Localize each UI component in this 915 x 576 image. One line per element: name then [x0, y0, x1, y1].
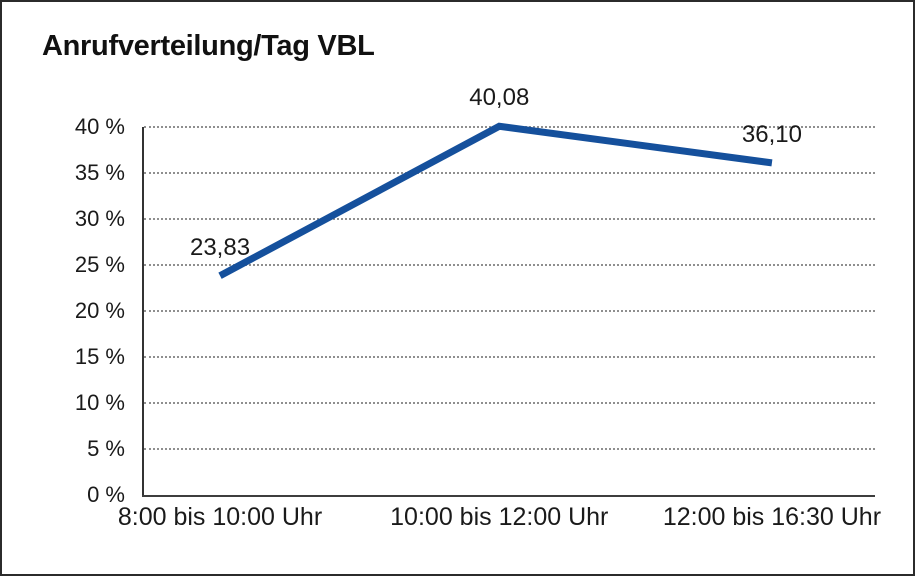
y-axis-tick-label: 15 %	[74, 344, 125, 369]
data-point-label: 36,10	[741, 120, 802, 148]
y-axis-tick-label: 25 %	[74, 252, 125, 277]
y-axis-tick-label: 20 %	[74, 298, 125, 323]
gridline	[144, 218, 875, 220]
gridline	[144, 172, 875, 174]
gridline	[144, 310, 875, 312]
x-axis-line	[142, 495, 875, 497]
y-axis-line	[142, 127, 144, 497]
y-axis-tick-label: 5 %	[87, 436, 125, 461]
gridline	[144, 448, 875, 450]
y-axis-tick-label: 10 %	[74, 390, 125, 415]
x-axis-category-label: 12:00 bis 16:30 Uhr	[662, 503, 882, 531]
gridline	[144, 402, 875, 404]
data-point-label: 23,83	[189, 233, 251, 261]
gridline	[144, 264, 875, 266]
data-point-label: 40,08	[469, 84, 530, 112]
y-axis-tick-label: 35 %	[74, 160, 125, 185]
y-axis-tick-label: 0 %	[87, 482, 125, 507]
y-axis-tick-label: 30 %	[74, 206, 125, 231]
x-axis-category-label: 8:00 bis 10:00 Uhr	[117, 503, 323, 531]
gridline	[144, 356, 875, 358]
y-axis-tick-label: 40 %	[74, 114, 125, 139]
x-axis-category-label: 10:00 bis 12:00 Uhr	[390, 503, 609, 531]
chart-title: Anrufverteilung/Tag VBL	[42, 30, 375, 62]
